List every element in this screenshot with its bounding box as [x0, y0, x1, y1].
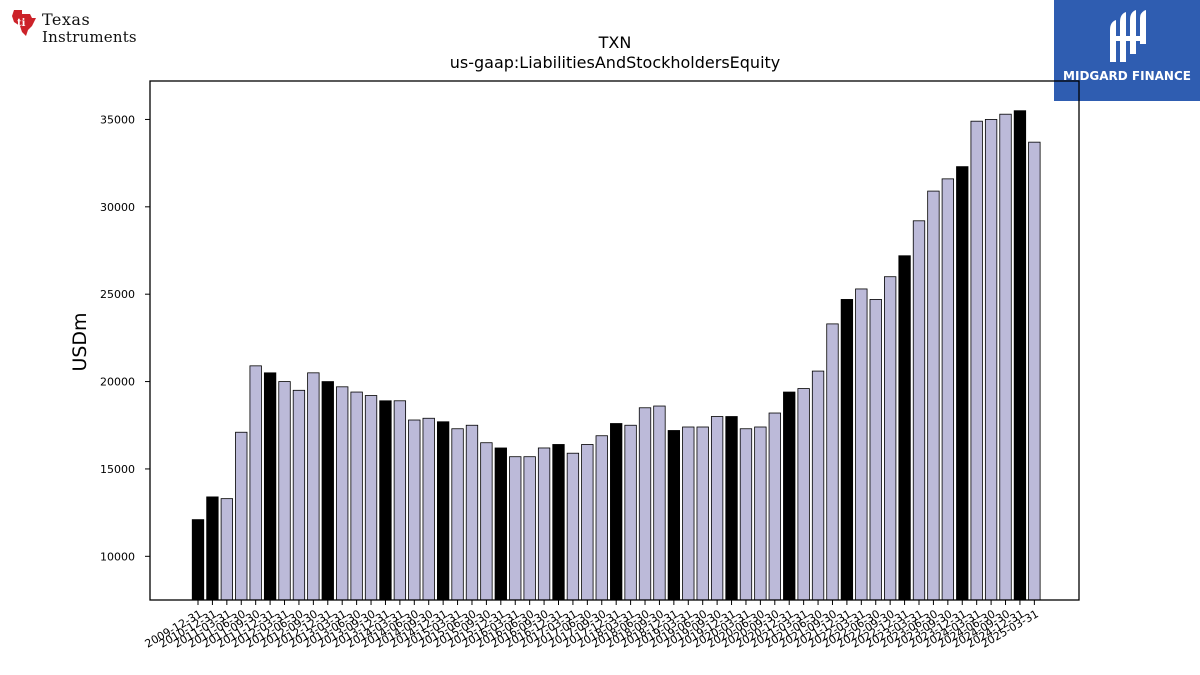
bar-2016-06-30: [523, 456, 536, 601]
bar-2023-09-30: [941, 178, 954, 601]
bar-2017-12-31: [610, 423, 623, 601]
bar-2011-06-30: [235, 431, 248, 601]
bar-2018-12-31: [667, 430, 681, 601]
bar-2016-12-31: [552, 444, 565, 601]
bar-2019-09-30: [710, 416, 724, 601]
bar-2011-03-31: [220, 498, 233, 601]
bar-2012-12-31: [321, 381, 334, 601]
bar-2024-06-30: [984, 119, 998, 601]
bar-2017-03-31: [566, 452, 580, 601]
bar-2015-06-30: [465, 424, 479, 601]
bar-2014-03-31: [393, 400, 407, 601]
bar-2019-12-31: [725, 416, 738, 601]
chart-title: TXN: [598, 33, 632, 52]
bar-2024-12-31: [1013, 110, 1027, 601]
bar-2012-06-30: [292, 389, 306, 601]
y-tick-label: 30000: [100, 201, 135, 214]
bar-2013-09-30: [364, 395, 378, 601]
bar-2018-06-30: [638, 407, 652, 601]
bar-2015-09-30: [480, 442, 493, 601]
bar-2015-12-31: [494, 447, 507, 601]
midgard-finance-logo: MIDGARD FINANCE: [1054, 0, 1200, 101]
ti-wordmark: Texas Instruments: [42, 12, 137, 45]
bar-2021-09-30: [826, 323, 839, 601]
bar-2021-12-31: [840, 299, 854, 601]
brand-name: MIDGARD FINANCE: [1063, 69, 1191, 83]
ti-map-icon: ti: [12, 10, 36, 36]
plot-frame: [149, 80, 1080, 601]
bar-2021-03-31: [797, 388, 810, 601]
bar-2022-09-30: [884, 276, 897, 601]
bar-2013-03-31: [336, 386, 349, 601]
bar-2025-03-31: [1028, 141, 1041, 601]
bar-2017-06-30: [581, 444, 594, 601]
x-axis-ticks: 2009-12-312010-12-312011-03-312011-06-30…: [143, 600, 1041, 651]
bar-2023-03-31: [912, 220, 926, 601]
bar-2024-03-31: [970, 120, 983, 601]
y-axis-ticks: 10000 15000 20000 25000 30000 35000: [100, 113, 150, 563]
bar-2011-09-30: [249, 365, 262, 601]
bar-2020-03-31: [739, 428, 753, 601]
bar-2014-09-30: [422, 417, 435, 601]
bar-2020-09-30: [768, 412, 781, 601]
bar-2015-03-31: [451, 428, 464, 601]
bar-2019-03-31: [682, 426, 695, 601]
bar-2017-09-30: [595, 435, 608, 601]
bar-2020-06-30: [754, 426, 767, 601]
bar-2014-12-31: [436, 421, 450, 601]
bar-2020-12-31: [783, 391, 796, 601]
bar-2011-12-31: [263, 372, 277, 601]
bar-2023-06-30: [927, 190, 940, 601]
bar-2012-09-30: [307, 372, 320, 601]
bar-2024-09-30: [999, 113, 1012, 601]
y-tick-label: 20000: [100, 376, 135, 389]
bar-2014-06-30: [408, 419, 421, 601]
texas-instruments-logo: ti Texas Instruments: [8, 6, 138, 52]
bar-2021-06-30: [811, 370, 825, 601]
svg-text:ti: ti: [17, 18, 26, 29]
bar-2019-06-30: [696, 426, 709, 601]
y-tick-label: 35000: [100, 113, 135, 126]
bar-2016-03-31: [509, 456, 522, 601]
y-tick-label: 10000: [100, 550, 135, 563]
bar-2023-12-31: [956, 166, 969, 601]
bar-2018-03-31: [624, 424, 637, 601]
bar-2013-06-30: [350, 391, 363, 601]
midgard-emblem-icon: [1110, 10, 1146, 62]
bar-2018-09-30: [653, 405, 666, 601]
y-axis-label: USDm: [69, 312, 91, 371]
y-tick-label: 25000: [100, 288, 135, 301]
bar-2022-06-30: [869, 299, 882, 601]
ti-line2: Instruments: [42, 28, 137, 46]
y-tick-label: 15000: [100, 463, 135, 476]
chart-subtitle: us-gaap:LiabilitiesAndStockholdersEquity: [450, 53, 781, 72]
bar-2009-12-31: [191, 519, 205, 601]
bars-group: [191, 110, 1041, 601]
bar-2022-12-31: [898, 255, 911, 601]
bar-2013-12-31: [379, 400, 392, 601]
ti-line1: Texas: [42, 10, 91, 29]
bar-2010-12-31: [206, 496, 219, 601]
bar-2016-09-30: [537, 447, 551, 601]
bar-2022-03-31: [855, 288, 868, 601]
bar-2012-03-31: [278, 381, 291, 601]
